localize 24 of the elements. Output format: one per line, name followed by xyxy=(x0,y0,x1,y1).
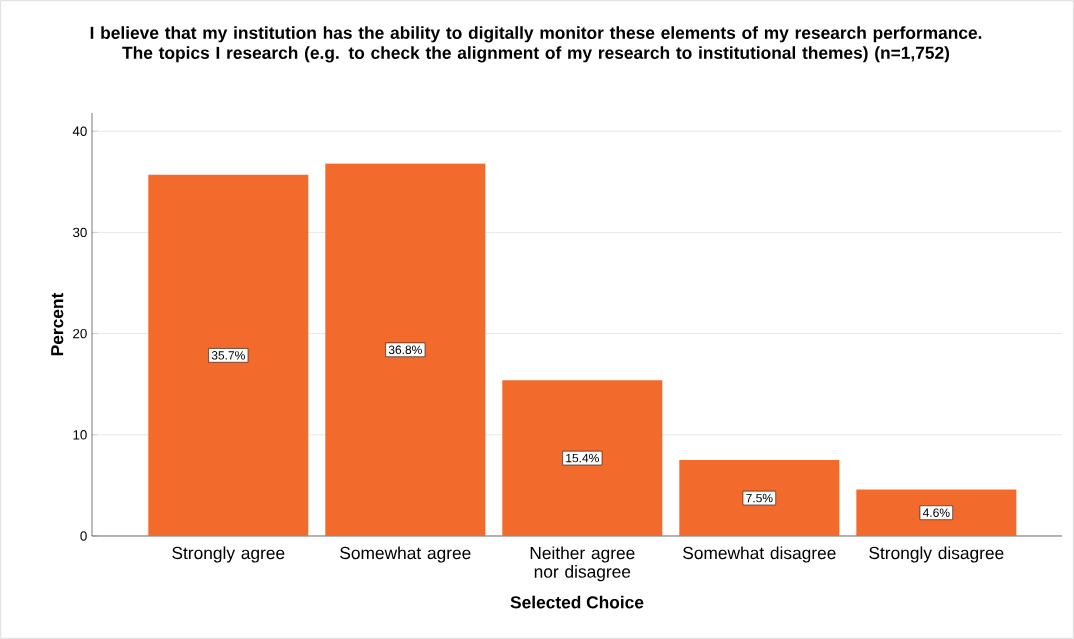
y-tick-label: 30 xyxy=(72,227,87,238)
y-tick-label: 20 xyxy=(73,328,87,339)
chart-subtitle: The topics I research (e.g. to check the alignment of my research to institutional themes) (n=1,752) xyxy=(122,46,950,63)
x-tick-label: Somewhat disagree xyxy=(683,546,836,563)
bar xyxy=(502,380,663,536)
bar xyxy=(148,174,309,536)
data-label: 7.5% xyxy=(746,493,773,503)
data-label: 15.4% xyxy=(566,453,599,463)
bar xyxy=(325,163,486,536)
bar xyxy=(679,460,840,536)
x-tick-label: Strongly disagree xyxy=(869,546,1004,563)
x-tick-label: Neither agree nor disagree xyxy=(530,546,635,582)
data-label: 35.7% xyxy=(211,351,245,360)
data-label: 36.8% xyxy=(388,345,422,355)
x-tick-label: Strongly agree xyxy=(172,546,285,563)
data-label: 4.6% xyxy=(922,508,950,517)
y-tick-label: 10 xyxy=(73,430,87,440)
chart-title: I believe that my institution has the ability to digitally monitor these elements of my research performance. xyxy=(90,26,982,43)
y-tick-label: 40 xyxy=(72,126,87,136)
x-tick-label: Somewhat agree xyxy=(340,546,471,563)
bar xyxy=(856,489,1017,536)
x-axis-title: Selected Choice xyxy=(510,595,644,609)
y-axis-title: Percent xyxy=(51,292,64,356)
y-tick-label: 0 xyxy=(80,531,87,541)
